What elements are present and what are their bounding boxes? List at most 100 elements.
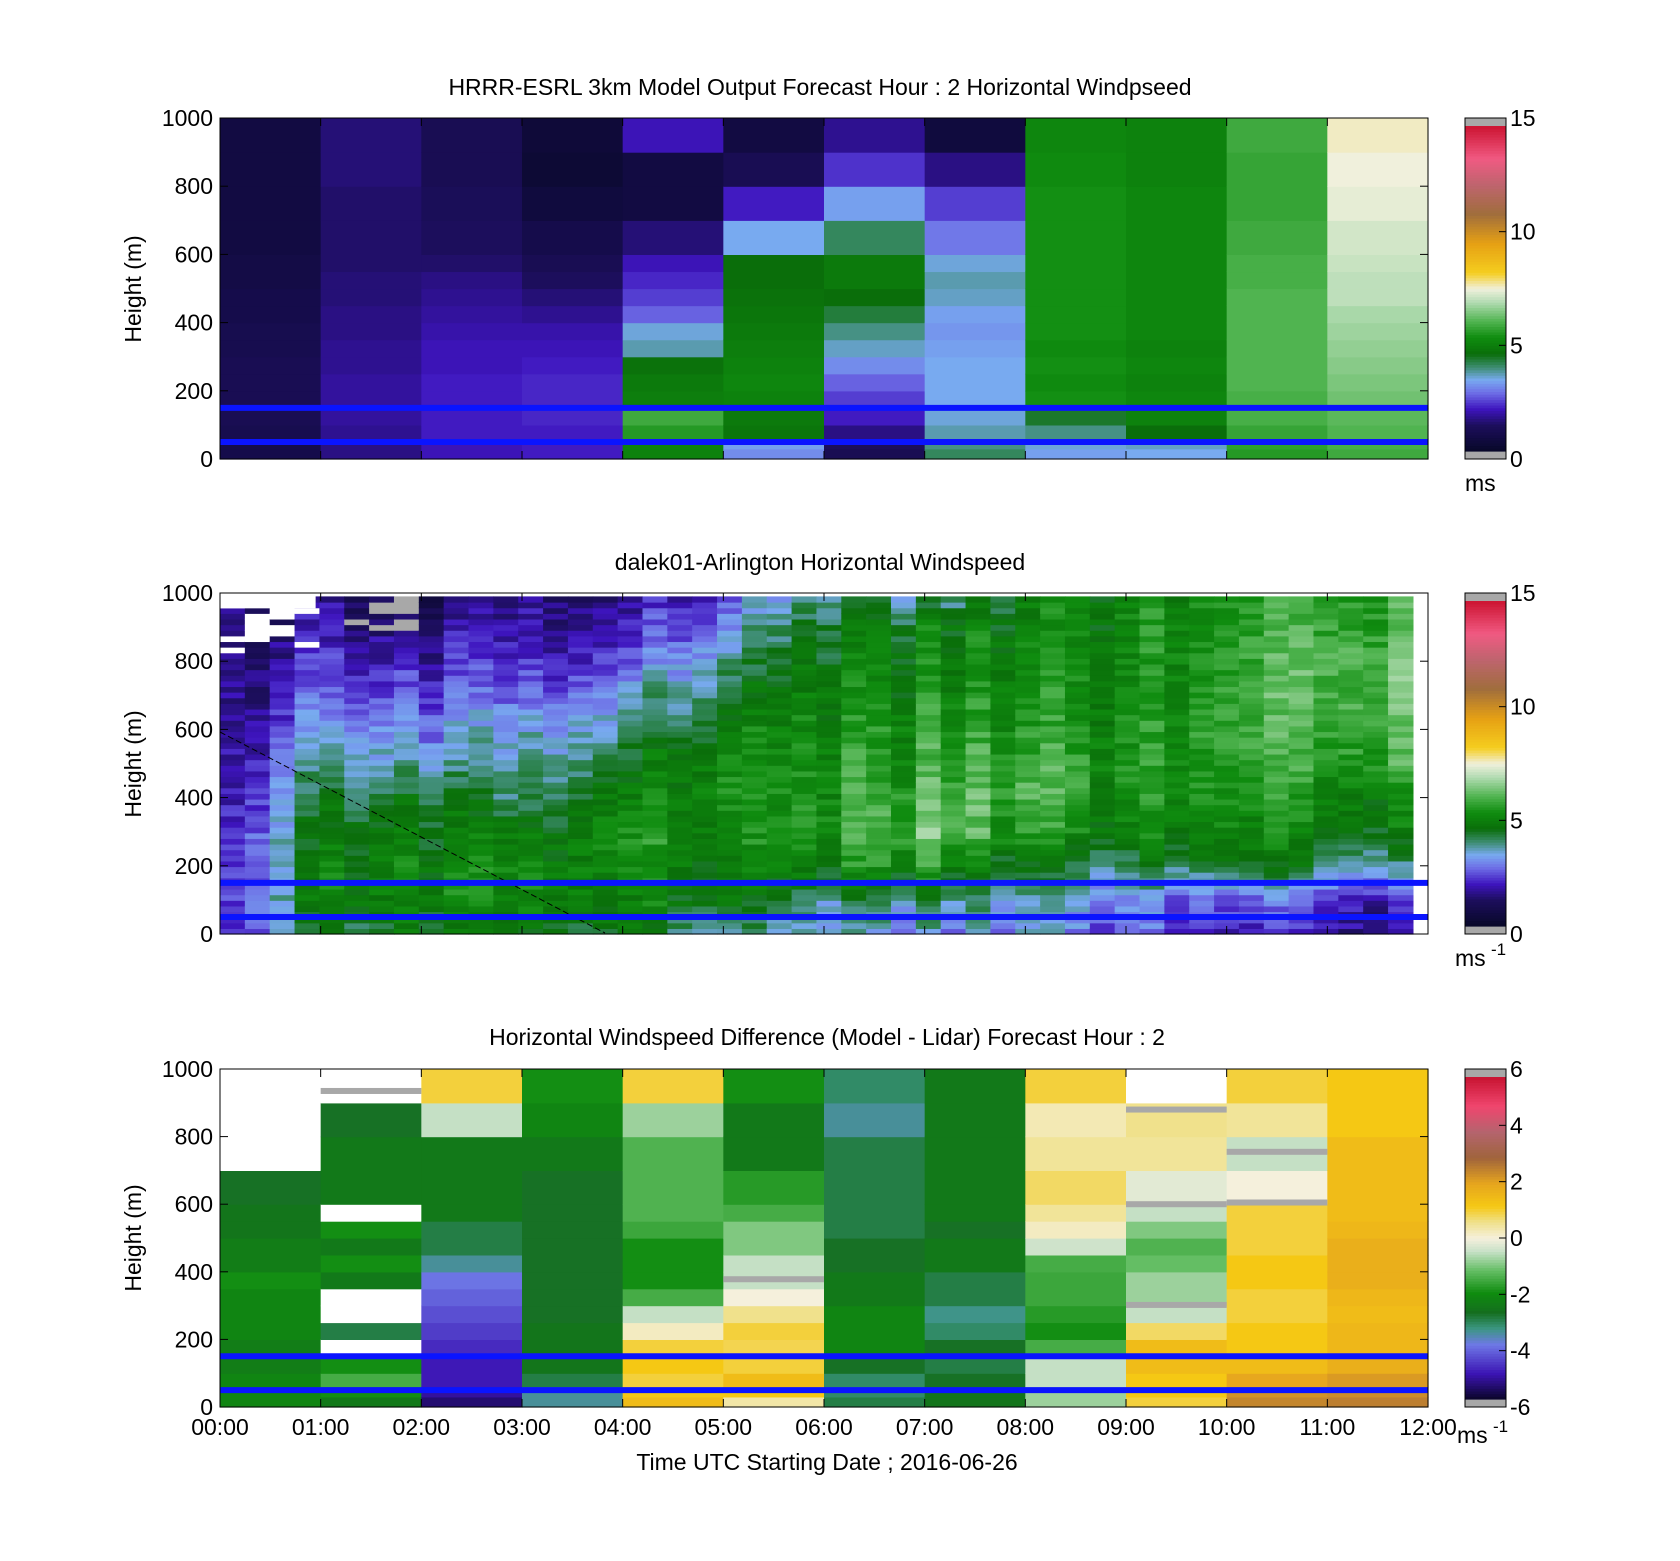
heatmap-cell bbox=[369, 635, 395, 643]
heatmap-cell bbox=[592, 765, 619, 772]
heatmap-cell bbox=[866, 827, 892, 834]
heatmap-cell bbox=[824, 322, 926, 341]
heatmap-cell bbox=[1064, 849, 1091, 856]
heatmap-cell bbox=[418, 613, 445, 620]
heatmap-cell bbox=[717, 748, 743, 755]
colorbar-swatch bbox=[1465, 1109, 1506, 1113]
heatmap-cell bbox=[1288, 804, 1315, 811]
heatmap-cell bbox=[1139, 821, 1165, 828]
heatmap-cell bbox=[622, 424, 724, 440]
heatmap-cell bbox=[940, 658, 967, 665]
heatmap-cell bbox=[468, 804, 494, 811]
heatmap-cell bbox=[1313, 697, 1339, 704]
heatmap-cell bbox=[1189, 843, 1215, 851]
heatmap-cell bbox=[990, 630, 1016, 637]
heatmap-cell bbox=[269, 770, 296, 778]
heatmap-cell bbox=[1189, 798, 1215, 806]
colorbar-tick-label: 0 bbox=[1510, 446, 1523, 472]
heatmap-cell bbox=[1214, 624, 1240, 631]
heatmap-cell bbox=[1164, 793, 1190, 800]
heatmap-cell bbox=[518, 866, 544, 873]
heatmap-cell bbox=[1214, 663, 1240, 671]
heatmap-cell bbox=[220, 356, 322, 375]
colorbar-swatch bbox=[1465, 391, 1506, 395]
heatmap-cell bbox=[791, 737, 818, 744]
heatmap-cell bbox=[1214, 770, 1240, 778]
heatmap-cell bbox=[915, 680, 942, 688]
heatmap-cell bbox=[319, 883, 345, 890]
heatmap-cell bbox=[990, 624, 1016, 631]
heatmap-cell bbox=[791, 782, 818, 789]
heatmap-cell bbox=[1338, 753, 1364, 761]
heatmap-cell bbox=[418, 635, 445, 643]
heatmap-cell bbox=[320, 356, 422, 375]
heatmap-cell bbox=[1064, 804, 1091, 811]
heatmap-cell bbox=[319, 821, 345, 828]
heatmap-cell bbox=[667, 776, 693, 783]
heatmap-cell bbox=[692, 900, 718, 907]
heatmap-cell bbox=[1114, 883, 1141, 890]
heatmap-cell bbox=[1338, 647, 1364, 654]
heatmap-cell bbox=[1288, 798, 1315, 806]
heatmap-cell bbox=[369, 917, 395, 924]
heatmap-cell bbox=[418, 917, 445, 924]
heatmap-cell bbox=[220, 714, 246, 721]
heatmap-cell bbox=[1089, 843, 1116, 851]
colorbar-swatch bbox=[1465, 174, 1506, 179]
heatmap-cell bbox=[1189, 697, 1215, 704]
heatmap-cell bbox=[567, 860, 594, 868]
heatmap-cell bbox=[717, 860, 743, 868]
heatmap-cell bbox=[244, 917, 271, 924]
heatmap-cell bbox=[717, 669, 743, 676]
colorbar-swatch bbox=[1465, 863, 1506, 868]
heatmap-cell bbox=[940, 680, 967, 688]
heatmap-cell bbox=[1139, 872, 1165, 879]
heatmap-cell bbox=[319, 770, 345, 778]
heatmap-cell bbox=[1338, 669, 1364, 676]
heatmap-cell bbox=[667, 900, 693, 907]
heatmap-cell bbox=[1263, 753, 1290, 761]
colorbar-swatch bbox=[1465, 806, 1506, 811]
heatmap-cell bbox=[493, 810, 519, 817]
heatmap-cell bbox=[518, 613, 544, 620]
heatmap-cell bbox=[741, 849, 768, 856]
heatmap-cell bbox=[567, 680, 594, 688]
heatmap-cell bbox=[816, 675, 842, 682]
heatmap-cell bbox=[543, 596, 569, 603]
heatmap-cell bbox=[1313, 737, 1339, 744]
heatmap-cell bbox=[1238, 798, 1265, 806]
colorbar-swatch bbox=[1465, 720, 1506, 724]
heatmap-cell bbox=[915, 748, 942, 755]
heatmap-cell bbox=[1114, 675, 1141, 682]
heatmap-cell bbox=[617, 793, 644, 800]
heatmap-cell bbox=[1313, 917, 1339, 924]
heatmap-cell bbox=[393, 607, 420, 614]
heatmap-cell bbox=[468, 680, 494, 688]
heatmap-cell bbox=[741, 815, 768, 823]
heatmap-cell bbox=[667, 663, 693, 671]
colorbar-swatch bbox=[1465, 1168, 1506, 1172]
heatmap-cell bbox=[1015, 692, 1041, 699]
heatmap-cell bbox=[592, 821, 619, 828]
heatmap-cell bbox=[1189, 888, 1215, 896]
heatmap-cell bbox=[1189, 900, 1215, 907]
heatmap-cell bbox=[393, 708, 420, 716]
heatmap-cell bbox=[1226, 373, 1328, 392]
heatmap-cell bbox=[220, 725, 246, 733]
heatmap-cell bbox=[244, 928, 271, 935]
heatmap-cell bbox=[1139, 692, 1165, 699]
heatmap-cell bbox=[766, 922, 793, 929]
heatmap-cell bbox=[692, 798, 718, 806]
heatmap-cell bbox=[1089, 883, 1116, 890]
heatmap-cell bbox=[592, 686, 619, 693]
heatmap-cell bbox=[1313, 787, 1339, 794]
heatmap-cell bbox=[717, 697, 743, 704]
heatmap-cell bbox=[766, 860, 793, 868]
heatmap-cell bbox=[1263, 624, 1290, 631]
heatmap-cell bbox=[1164, 815, 1190, 823]
heatmap-cell bbox=[369, 838, 395, 845]
heatmap-cell bbox=[816, 692, 842, 699]
heatmap-cell bbox=[1189, 731, 1215, 738]
colorbar-swatch bbox=[1465, 250, 1506, 254]
heatmap-cell bbox=[543, 731, 569, 738]
